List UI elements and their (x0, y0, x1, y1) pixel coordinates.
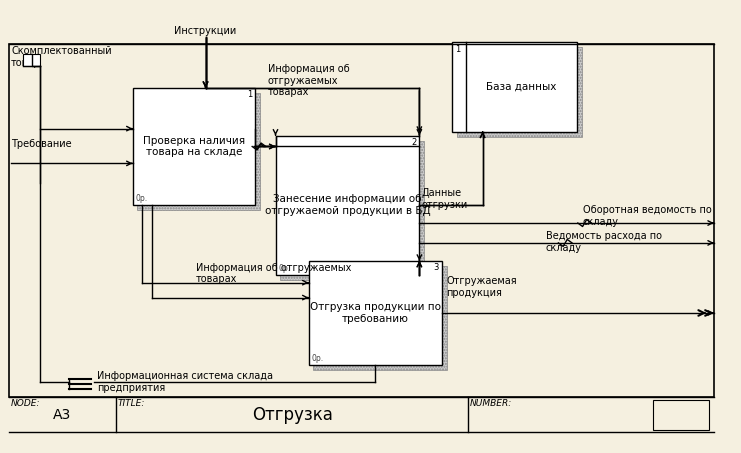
Bar (23, 54, 40, 66)
Text: 0р.: 0р. (311, 354, 324, 363)
Text: 0р.: 0р. (136, 194, 147, 203)
Text: 1: 1 (247, 90, 252, 99)
Bar (133, 88, 255, 205)
Text: 2: 2 (411, 138, 416, 147)
Text: Отгрузка: Отгрузка (253, 406, 333, 424)
Bar (653, 400, 709, 430)
Text: 0р.: 0р. (279, 264, 290, 273)
Text: NUMBER:: NUMBER: (470, 399, 512, 408)
Bar (308, 261, 442, 365)
Text: 3: 3 (433, 263, 439, 272)
Text: 1: 1 (455, 45, 461, 54)
Bar (280, 140, 425, 280)
Text: База данных: База данных (486, 82, 556, 92)
Text: Инструкции: Инструкции (174, 26, 236, 36)
Text: Занесение информации об
отгружаемой продукции в БД: Занесение информации об отгружаемой прод… (265, 194, 431, 216)
Text: Информация об
отгружаемых
товарах: Информация об отгружаемых товарах (268, 64, 350, 97)
Text: Оборотная ведомость по
складу: Оборотная ведомость по складу (582, 205, 711, 227)
Text: TITLE:: TITLE: (118, 399, 145, 408)
Bar (138, 93, 260, 210)
Text: Требование: Требование (11, 139, 72, 149)
Text: Информация об отгружаемых
товарах: Информация об отгружаемых товарах (196, 263, 351, 284)
Text: Скомплектованный
товар: Скомплектованный товар (11, 46, 112, 67)
Text: Отгружаемая
продукция: Отгружаемая продукция (447, 276, 517, 298)
Text: Проверка наличия
товара на складе: Проверка наличия товара на складе (143, 136, 245, 157)
Text: Данные
отгрузки: Данные отгрузки (422, 188, 468, 210)
Text: А3: А3 (53, 408, 71, 422)
Bar (9, 44, 714, 397)
Bar (453, 42, 576, 131)
Bar (313, 266, 447, 370)
Text: Информационная система склада
предприятия: Информационная система склада предприяти… (96, 371, 273, 393)
Text: Ведомость расхода по
складу: Ведомость расхода по складу (545, 231, 662, 253)
Bar (457, 47, 582, 136)
Text: NODE:: NODE: (11, 399, 41, 408)
Text: Отгрузка продукции по
требованию: Отгрузка продукции по требованию (310, 302, 441, 324)
Bar (276, 135, 419, 275)
